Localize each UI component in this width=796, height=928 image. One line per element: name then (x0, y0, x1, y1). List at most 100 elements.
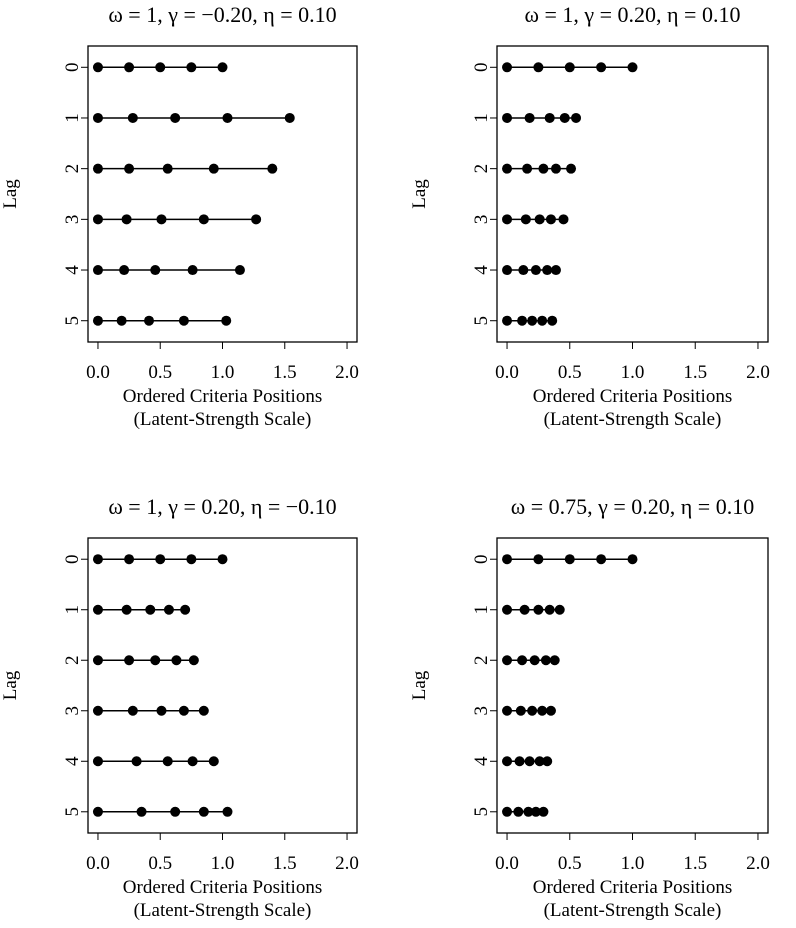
criterion-point (124, 554, 135, 565)
criterion-point (221, 315, 232, 326)
x-tick-label: 1.0 (211, 853, 235, 874)
criterion-point (502, 806, 513, 817)
x-tick-label: 2.0 (746, 853, 770, 874)
y-tick-label: 3 (471, 706, 492, 716)
criterion-point (540, 655, 551, 666)
y-tick-label: 3 (62, 215, 83, 225)
criterion-point (502, 554, 513, 565)
y-tick-label: 5 (471, 807, 492, 817)
criterion-point (198, 214, 209, 225)
criterion-point (542, 756, 553, 767)
y-tick-label: 1 (62, 113, 83, 123)
criterion-point (124, 655, 135, 666)
criterion-point (522, 163, 533, 174)
x-axis-label: Ordered Criteria Positions (123, 877, 322, 898)
criterion-point (186, 62, 197, 73)
x-tick-label: 0.0 (86, 362, 110, 383)
criterion-point (208, 163, 219, 174)
x-tick-label: 0.5 (558, 853, 582, 874)
criterion-point (544, 112, 555, 123)
x-tick-label: 0.5 (148, 853, 172, 874)
criterion-point (564, 62, 575, 73)
x-axis-label: (Latent-Strength Scale) (544, 409, 722, 430)
criterion-point (155, 62, 166, 73)
criterion-point (119, 265, 130, 276)
y-axis-label: Lag (409, 179, 430, 209)
criterion-point (92, 214, 103, 225)
criterion-point (222, 806, 233, 817)
criterion-point (92, 554, 103, 565)
criterion-point (533, 554, 544, 565)
y-tick-label: 4 (471, 265, 492, 275)
criterion-point (144, 315, 155, 326)
x-axis-label: Ordered Criteria Positions (533, 386, 732, 407)
criterion-point (545, 705, 556, 716)
panel-title: ω = 1, γ = 0.20, η = −0.10 (108, 494, 336, 519)
y-axis-label: Lag (409, 670, 430, 700)
criterion-point (544, 604, 555, 615)
criterion-point (519, 604, 530, 615)
criterion-point (502, 756, 513, 767)
criterion-point (571, 112, 582, 123)
criterion-point (127, 112, 138, 123)
y-tick-label: 0 (471, 63, 492, 73)
criterion-point (502, 655, 513, 666)
criterion-point (150, 265, 161, 276)
criterion-point (558, 214, 569, 225)
criterion-point (222, 112, 233, 123)
x-tick-label: 1.0 (621, 362, 645, 383)
criterion-point (162, 756, 173, 767)
criterion-point (124, 163, 135, 174)
criterion-point (92, 112, 103, 123)
x-tick-label: 2.0 (335, 853, 359, 874)
criterion-point (524, 756, 535, 767)
criterion-point (542, 265, 553, 276)
x-axis-label: (Latent-Strength Scale) (134, 409, 312, 430)
panel: ω = 0.75, γ = 0.20, η = 0.10 0.0 0.5 1.0 1.5… (409, 494, 770, 921)
criterion-point (527, 315, 538, 326)
criterion-point (92, 163, 103, 174)
criterion-point (566, 163, 577, 174)
criterion-point (502, 62, 513, 73)
x-tick-label: 1.0 (621, 853, 645, 874)
criterion-point (170, 806, 181, 817)
y-tick-label: 3 (62, 706, 83, 716)
criterion-point (92, 315, 103, 326)
y-tick-label: 2 (62, 655, 83, 665)
criterion-point (530, 806, 541, 817)
x-axis-label: (Latent-Strength Scale) (134, 900, 312, 921)
criterion-point (187, 265, 198, 276)
criterion-point (92, 806, 103, 817)
y-tick-label: 5 (471, 316, 492, 326)
panel-title: ω = 0.75, γ = 0.20, η = 0.10 (511, 494, 754, 519)
criterion-point (92, 705, 103, 716)
criterion-point (92, 756, 103, 767)
criterion-point (554, 604, 565, 615)
criterion-point (538, 163, 549, 174)
criterion-point (513, 806, 524, 817)
panel: ω = 1, γ = −0.20, η = 0.10 0.0 0.5 1.0 1.5 2.… (0, 2, 359, 430)
x-tick-label: 0.0 (86, 853, 110, 874)
x-tick-label: 1.5 (273, 853, 297, 874)
criterion-point (559, 112, 570, 123)
criterion-point (251, 214, 262, 225)
criterion-point (564, 554, 575, 565)
criterion-point (170, 112, 181, 123)
criterion-point (136, 806, 147, 817)
criterion-point (121, 604, 132, 615)
x-tick-label: 1.5 (683, 853, 707, 874)
criterion-point (234, 265, 245, 276)
criterion-point (520, 214, 531, 225)
criterion-point (502, 112, 513, 123)
y-axis-label: Lag (0, 670, 21, 700)
criterion-point (523, 806, 534, 817)
criterion-point (502, 315, 513, 326)
criterion-point (502, 705, 513, 716)
criterion-point (284, 112, 295, 123)
y-tick-label: 0 (471, 554, 492, 564)
y-tick-label: 5 (62, 807, 83, 817)
x-tick-label: 0.0 (495, 362, 519, 383)
criterion-point (155, 554, 166, 565)
criterion-point (198, 705, 209, 716)
x-tick-label: 1.0 (211, 362, 235, 383)
